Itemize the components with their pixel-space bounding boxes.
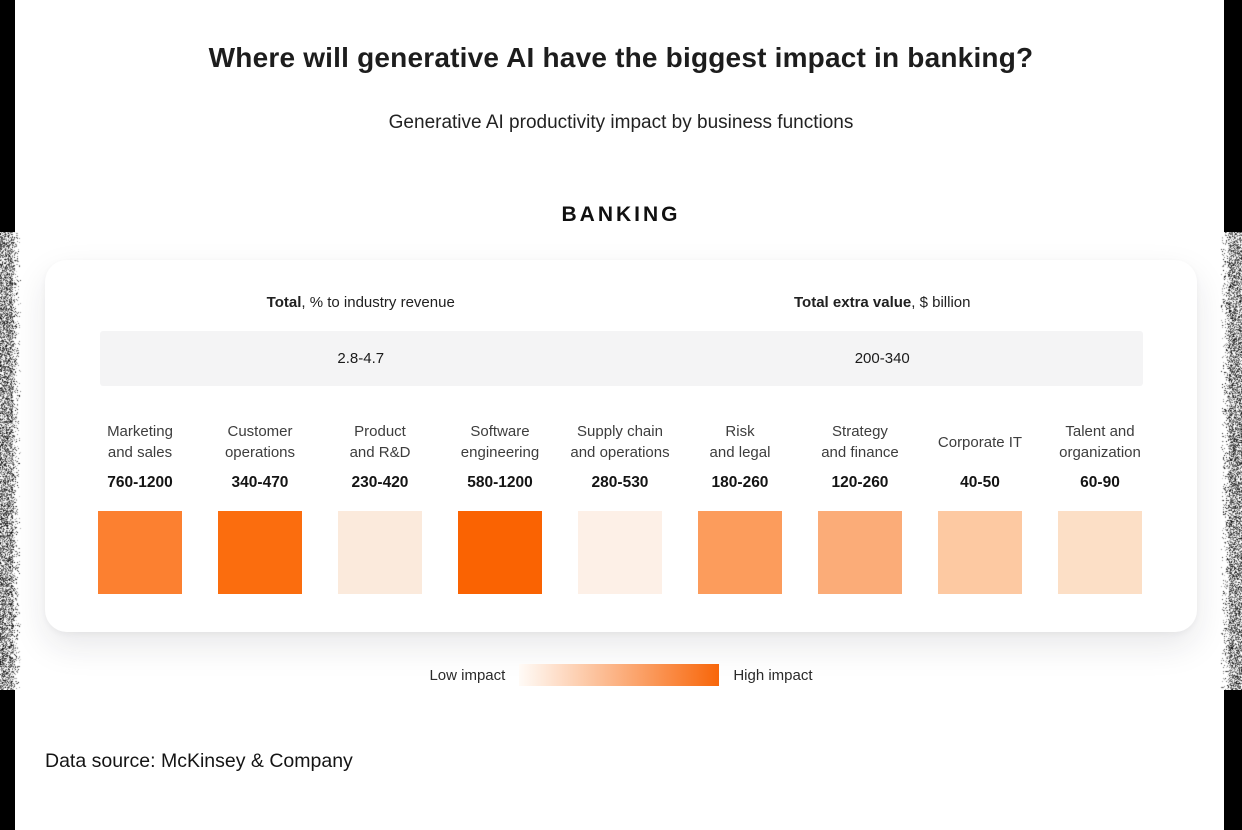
right-border-noise — [1216, 232, 1242, 690]
legend-gradient-bar — [519, 664, 720, 686]
function-value-range: 580-1200 — [467, 474, 533, 491]
function-column: Risk and legal 180-260 — [680, 420, 800, 594]
left-border-noise — [0, 232, 26, 690]
function-label: Product and R&D — [349, 423, 411, 461]
total-percent-value: 2.8-4.7 — [337, 350, 385, 367]
impact-swatch — [1058, 511, 1142, 594]
function-value-range: 760-1200 — [107, 474, 173, 491]
function-label: Corporate IT — [937, 433, 1023, 451]
section-label-banking: BANKING — [561, 203, 681, 226]
left-border-bottom — [0, 690, 15, 830]
totals-header-row: Total, % to industry revenue Total extra… — [100, 292, 1143, 312]
totals-value-band: 2.8-4.7 200-340 — [100, 331, 1143, 386]
function-label: Risk and legal — [709, 423, 771, 461]
impact-swatch — [938, 511, 1022, 594]
legend-high-label: High impact — [733, 666, 813, 684]
function-value-range: 120-260 — [831, 474, 889, 491]
impact-swatch — [338, 511, 422, 594]
impact-legend: Low impact High impact — [0, 663, 1242, 687]
function-column: Talent and organization 60-90 — [1040, 420, 1160, 594]
impact-swatch — [458, 511, 542, 594]
columns-row: Marketing and sales 760-1200 Customer op… — [80, 420, 1160, 594]
total-extra-value-label: Total extra value, $ billion — [794, 293, 971, 311]
totals-section: Total, % to industry revenue Total extra… — [100, 292, 1143, 386]
function-column: Software engineering 580-1200 — [440, 420, 560, 594]
page-title: Where will generative AI have the bigges… — [208, 42, 1034, 73]
impact-swatch — [578, 511, 662, 594]
function-column: Supply chain and operations 280-530 — [560, 420, 680, 594]
function-column: Corporate IT 40-50 — [920, 420, 1040, 594]
function-value-range: 40-50 — [960, 474, 1000, 491]
function-column: Product and R&D 230-420 — [320, 420, 440, 594]
impact-swatch — [818, 511, 902, 594]
function-value-range: 340-470 — [231, 474, 289, 491]
function-value-range: 280-530 — [591, 474, 649, 491]
function-label: Marketing and sales — [107, 423, 173, 461]
function-label: Strategy and finance — [821, 423, 899, 461]
impact-card: Total, % to industry revenue Total extra… — [45, 260, 1197, 632]
impact-swatch — [98, 511, 182, 594]
function-column: Marketing and sales 760-1200 — [80, 420, 200, 594]
total-percent-label: Total, % to industry revenue — [266, 293, 455, 311]
page-subtitle: Generative AI productivity impact by bus… — [388, 112, 854, 133]
right-border-bottom — [1224, 690, 1242, 830]
function-column: Strategy and finance 120-260 — [800, 420, 920, 594]
function-value-range: 180-260 — [711, 474, 769, 491]
legend-low-label: Low impact — [429, 666, 506, 684]
data-source-note: Data source: McKinsey & Company — [45, 750, 353, 772]
function-label: Software engineering — [460, 423, 540, 461]
function-value-range: 60-90 — [1080, 474, 1120, 491]
impact-swatch — [218, 511, 302, 594]
function-value-range: 230-420 — [351, 474, 409, 491]
total-extra-value: 200-340 — [854, 350, 910, 367]
function-label: Supply chain and operations — [570, 423, 670, 461]
impact-swatch — [698, 511, 782, 594]
function-label: Talent and organization — [1059, 423, 1141, 461]
function-column: Customer operations 340-470 — [200, 420, 320, 594]
function-label: Customer operations — [224, 423, 296, 461]
